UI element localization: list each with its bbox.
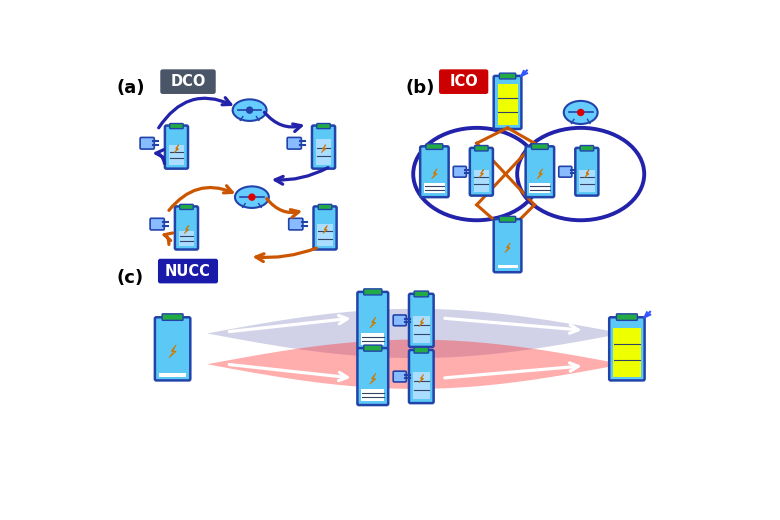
Polygon shape (207, 309, 623, 358)
FancyBboxPatch shape (580, 146, 594, 151)
Bar (613, 328, 640, 376)
FancyBboxPatch shape (609, 317, 644, 381)
FancyBboxPatch shape (494, 219, 521, 272)
Bar (473, 170, 489, 192)
FancyBboxPatch shape (499, 216, 516, 222)
Bar (361, 333, 385, 345)
FancyBboxPatch shape (409, 294, 434, 347)
FancyBboxPatch shape (363, 345, 382, 351)
FancyBboxPatch shape (314, 206, 337, 250)
Bar (179, 231, 194, 245)
FancyBboxPatch shape (558, 166, 572, 177)
FancyArrowPatch shape (158, 98, 231, 128)
Circle shape (246, 107, 254, 114)
FancyBboxPatch shape (576, 148, 598, 196)
FancyBboxPatch shape (414, 291, 428, 297)
Bar (580, 170, 594, 192)
FancyBboxPatch shape (150, 218, 165, 230)
Polygon shape (207, 340, 623, 389)
Polygon shape (419, 318, 424, 327)
FancyBboxPatch shape (531, 144, 548, 149)
Polygon shape (174, 145, 179, 153)
Text: (c): (c) (116, 269, 144, 287)
FancyBboxPatch shape (414, 347, 428, 353)
FancyBboxPatch shape (287, 137, 301, 149)
FancyBboxPatch shape (170, 124, 183, 128)
Polygon shape (370, 373, 376, 384)
Ellipse shape (235, 186, 269, 208)
FancyArrowPatch shape (264, 112, 301, 132)
FancyBboxPatch shape (175, 206, 198, 250)
Text: DCO: DCO (170, 74, 206, 89)
FancyBboxPatch shape (494, 76, 521, 129)
FancyBboxPatch shape (409, 350, 434, 403)
Polygon shape (505, 243, 510, 253)
FancyBboxPatch shape (318, 204, 331, 210)
FancyBboxPatch shape (140, 137, 154, 149)
Text: NUCC: NUCC (165, 264, 211, 279)
Bar (424, 183, 445, 193)
Text: ICO: ICO (449, 74, 478, 89)
Bar (413, 316, 430, 343)
Polygon shape (585, 170, 589, 177)
Polygon shape (184, 226, 189, 233)
FancyBboxPatch shape (420, 146, 448, 197)
FancyBboxPatch shape (363, 289, 382, 295)
FancyBboxPatch shape (426, 144, 443, 149)
FancyBboxPatch shape (453, 166, 466, 177)
FancyBboxPatch shape (312, 125, 335, 168)
Text: (a): (a) (116, 80, 145, 97)
FancyBboxPatch shape (616, 314, 637, 320)
FancyBboxPatch shape (317, 124, 330, 128)
FancyBboxPatch shape (439, 69, 488, 94)
Ellipse shape (564, 101, 597, 124)
FancyBboxPatch shape (470, 148, 493, 196)
FancyBboxPatch shape (393, 371, 406, 382)
FancyBboxPatch shape (155, 317, 190, 381)
FancyArrowPatch shape (169, 186, 232, 211)
FancyArrowPatch shape (267, 199, 299, 217)
Ellipse shape (232, 99, 267, 121)
FancyArrowPatch shape (275, 167, 328, 184)
FancyArrowPatch shape (256, 248, 317, 262)
FancyBboxPatch shape (289, 218, 303, 230)
Polygon shape (169, 345, 176, 358)
FancyBboxPatch shape (357, 348, 388, 405)
FancyBboxPatch shape (357, 292, 388, 349)
FancyBboxPatch shape (165, 125, 188, 168)
FancyBboxPatch shape (162, 314, 183, 320)
FancyArrowPatch shape (156, 150, 165, 164)
Polygon shape (537, 168, 543, 179)
Polygon shape (479, 170, 484, 177)
Polygon shape (370, 317, 376, 328)
Polygon shape (431, 168, 438, 179)
Text: (b): (b) (406, 80, 435, 97)
FancyBboxPatch shape (158, 259, 218, 283)
FancyBboxPatch shape (160, 69, 216, 94)
Polygon shape (419, 374, 424, 383)
Bar (361, 389, 385, 401)
FancyBboxPatch shape (526, 146, 554, 197)
FancyBboxPatch shape (499, 73, 516, 79)
FancyArrowPatch shape (164, 233, 172, 244)
Bar (317, 225, 333, 245)
FancyBboxPatch shape (474, 146, 488, 151)
Bar (498, 265, 518, 268)
Bar (159, 373, 186, 376)
Bar (168, 145, 184, 165)
Bar (530, 183, 550, 193)
Circle shape (248, 193, 256, 201)
Bar (498, 84, 518, 125)
FancyBboxPatch shape (393, 315, 406, 326)
FancyBboxPatch shape (179, 204, 193, 210)
Polygon shape (323, 226, 328, 233)
Bar (316, 139, 332, 165)
Bar (413, 372, 430, 399)
Circle shape (577, 109, 584, 116)
Polygon shape (321, 145, 326, 153)
